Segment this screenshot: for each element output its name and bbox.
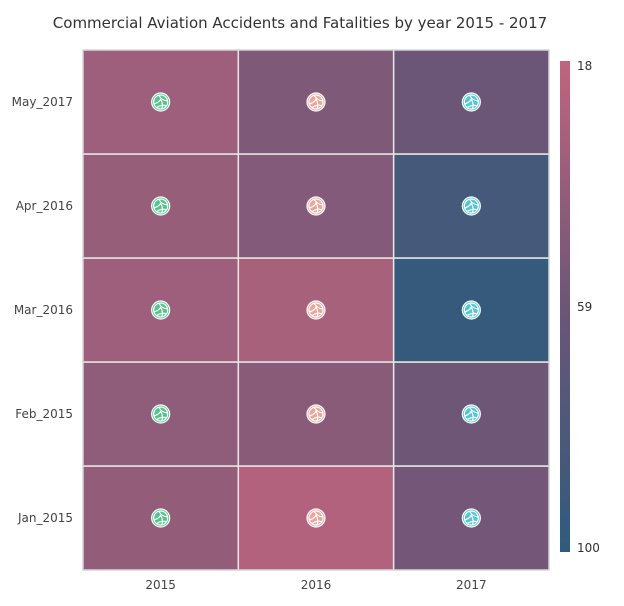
y-tick-label: Feb_2015 [15,407,73,421]
volleyball-icon [306,508,326,528]
x-tick-label: 2016 [301,578,332,592]
y-axis-labels: Jan_2015 Feb_2015 Mar_2016 Apr_2016 May_2017 [12,95,73,525]
x-axis-labels: 2015 2016 2017 [145,578,486,592]
legend-color-bar [560,61,570,552]
x-tick-label: 2017 [456,578,487,592]
y-tick-label: May_2017 [12,95,73,109]
volleyball-icon [306,196,326,216]
y-tick-label: Apr_2016 [16,199,73,213]
heatmap-markers [151,92,481,528]
volleyball-icon [461,92,481,112]
legend-label-mid: 59 [577,300,592,314]
x-tick-label: 2015 [145,578,176,592]
legend-label-min: 18 [577,59,592,73]
plot-border [82,49,550,571]
volleyball-icon [461,508,481,528]
y-tick-label: Mar_2016 [14,303,73,317]
volleyball-icon [151,404,171,424]
volleyball-icon [461,196,481,216]
volleyball-icon [461,404,481,424]
chart-title: Commercial Aviation Accidents and Fatali… [53,14,547,32]
volleyball-icon [306,92,326,112]
volleyball-icon [461,300,481,320]
color-legend: 18 59 100 [560,59,600,555]
volleyball-icon [151,300,171,320]
volleyball-icon [151,92,171,112]
y-tick-label: Jan_2015 [17,511,73,525]
legend-label-max: 100 [577,541,600,555]
volleyball-icon [151,196,171,216]
heatmap-cell [237,257,395,363]
volleyball-icon [151,508,171,528]
volleyball-icon [306,404,326,424]
volleyball-icon [306,300,326,320]
